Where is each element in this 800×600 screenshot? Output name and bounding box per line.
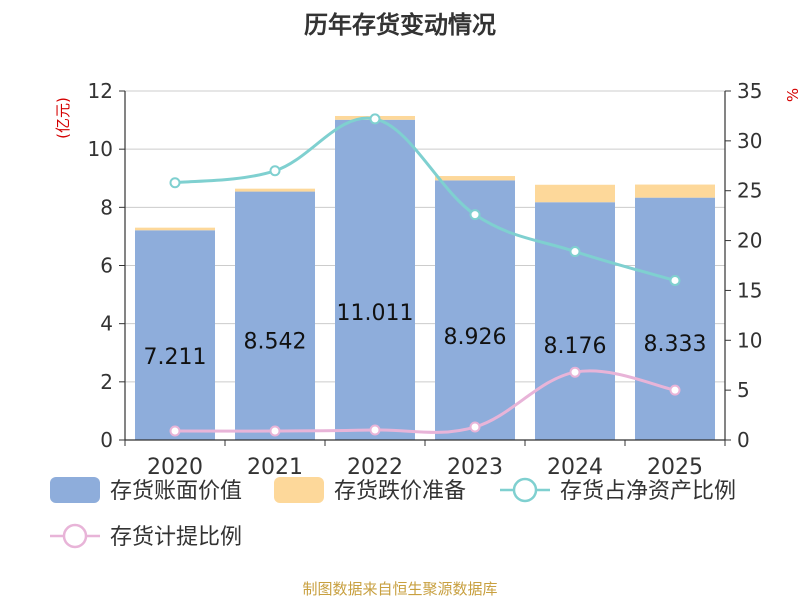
chart-title: 历年存货变动情况 [304, 11, 496, 39]
line-point [169, 425, 181, 437]
legend-swatch-marker [62, 523, 88, 549]
bar-book-value [535, 202, 615, 440]
line-point [169, 177, 181, 189]
bar-value-label: 11.011 [337, 301, 414, 326]
y-right-tick-label: 10 [737, 328, 762, 352]
bar-value-label: 7.211 [144, 345, 207, 370]
y-right-tick-label: 35 [737, 79, 762, 103]
line-point [369, 424, 381, 436]
y-left-tick-label: 6 [100, 254, 113, 278]
bar-book-value [435, 180, 515, 440]
bar-book-value [235, 191, 315, 440]
line-point [269, 165, 281, 177]
bar-impairment [435, 176, 515, 181]
bar-value-label: 8.542 [244, 330, 307, 355]
x-tick-label: 2023 [447, 455, 503, 480]
line-point [669, 384, 681, 396]
line-point [469, 421, 481, 433]
bar-labels: 7.211 8.542 11.011 8.926 8.176 8.333 [144, 301, 707, 370]
line-point [269, 425, 281, 437]
y-left-tick-label: 12 [88, 79, 113, 103]
x-tick-label: 2022 [347, 455, 403, 480]
bar-impairment [635, 184, 715, 198]
legend-label: 存货账面价值 [110, 479, 242, 504]
legend-swatch-bar [274, 477, 324, 503]
x-tick-label: 2020 [147, 455, 203, 480]
bars [135, 115, 715, 440]
bar-book-value [335, 119, 415, 440]
bar-value-label: 8.176 [544, 334, 607, 359]
legend-label: 存货跌价准备 [334, 479, 466, 504]
y-right-tick-label: 20 [737, 229, 762, 253]
y-right-tick-label: 30 [737, 129, 762, 153]
bar-book-value [135, 230, 215, 440]
y-left-tick-label: 0 [100, 428, 113, 452]
x-tick-label: 2025 [647, 455, 703, 480]
source-note: 制图数据来自恒生聚源数据库 [302, 580, 497, 598]
bar-impairment [535, 184, 615, 203]
line-point [669, 274, 681, 286]
y-left-tick-label: 2 [100, 370, 113, 394]
y-right-tick-label: 0 [737, 428, 750, 452]
line-point [469, 209, 481, 221]
y-right-tick-label: 25 [737, 179, 762, 203]
y-left-tick-label: 8 [100, 195, 113, 219]
legend-swatch-marker [512, 477, 538, 503]
legend-label: 存货计提比例 [110, 525, 242, 550]
x-tick-label: 2024 [547, 455, 603, 480]
bar-value-label: 8.926 [444, 325, 507, 350]
y-left-tick-label: 4 [100, 312, 113, 336]
legend-swatch-bar [50, 477, 100, 503]
bar-book-value [635, 197, 715, 440]
grid-lines [125, 90, 725, 383]
line-point [569, 366, 581, 378]
line-point [369, 113, 381, 125]
y-right-tick-label: 5 [737, 378, 750, 402]
bar-value-label: 8.333 [644, 332, 707, 357]
legend-label: 存货占净资产比例 [560, 479, 736, 504]
bar-impairment [235, 188, 315, 192]
bar-impairment [135, 227, 215, 231]
y-left-tick-label: 10 [88, 137, 113, 161]
x-tick-label: 2021 [247, 455, 303, 480]
y-right-tick-label: 15 [737, 278, 762, 302]
line-provision-ratio [174, 369, 676, 434]
line-point [569, 246, 581, 258]
y-left-unit: (亿元) [54, 97, 72, 139]
y-right-unit: % [784, 88, 800, 102]
line-ratio-net-assets [174, 116, 676, 282]
series-lines [169, 113, 681, 437]
